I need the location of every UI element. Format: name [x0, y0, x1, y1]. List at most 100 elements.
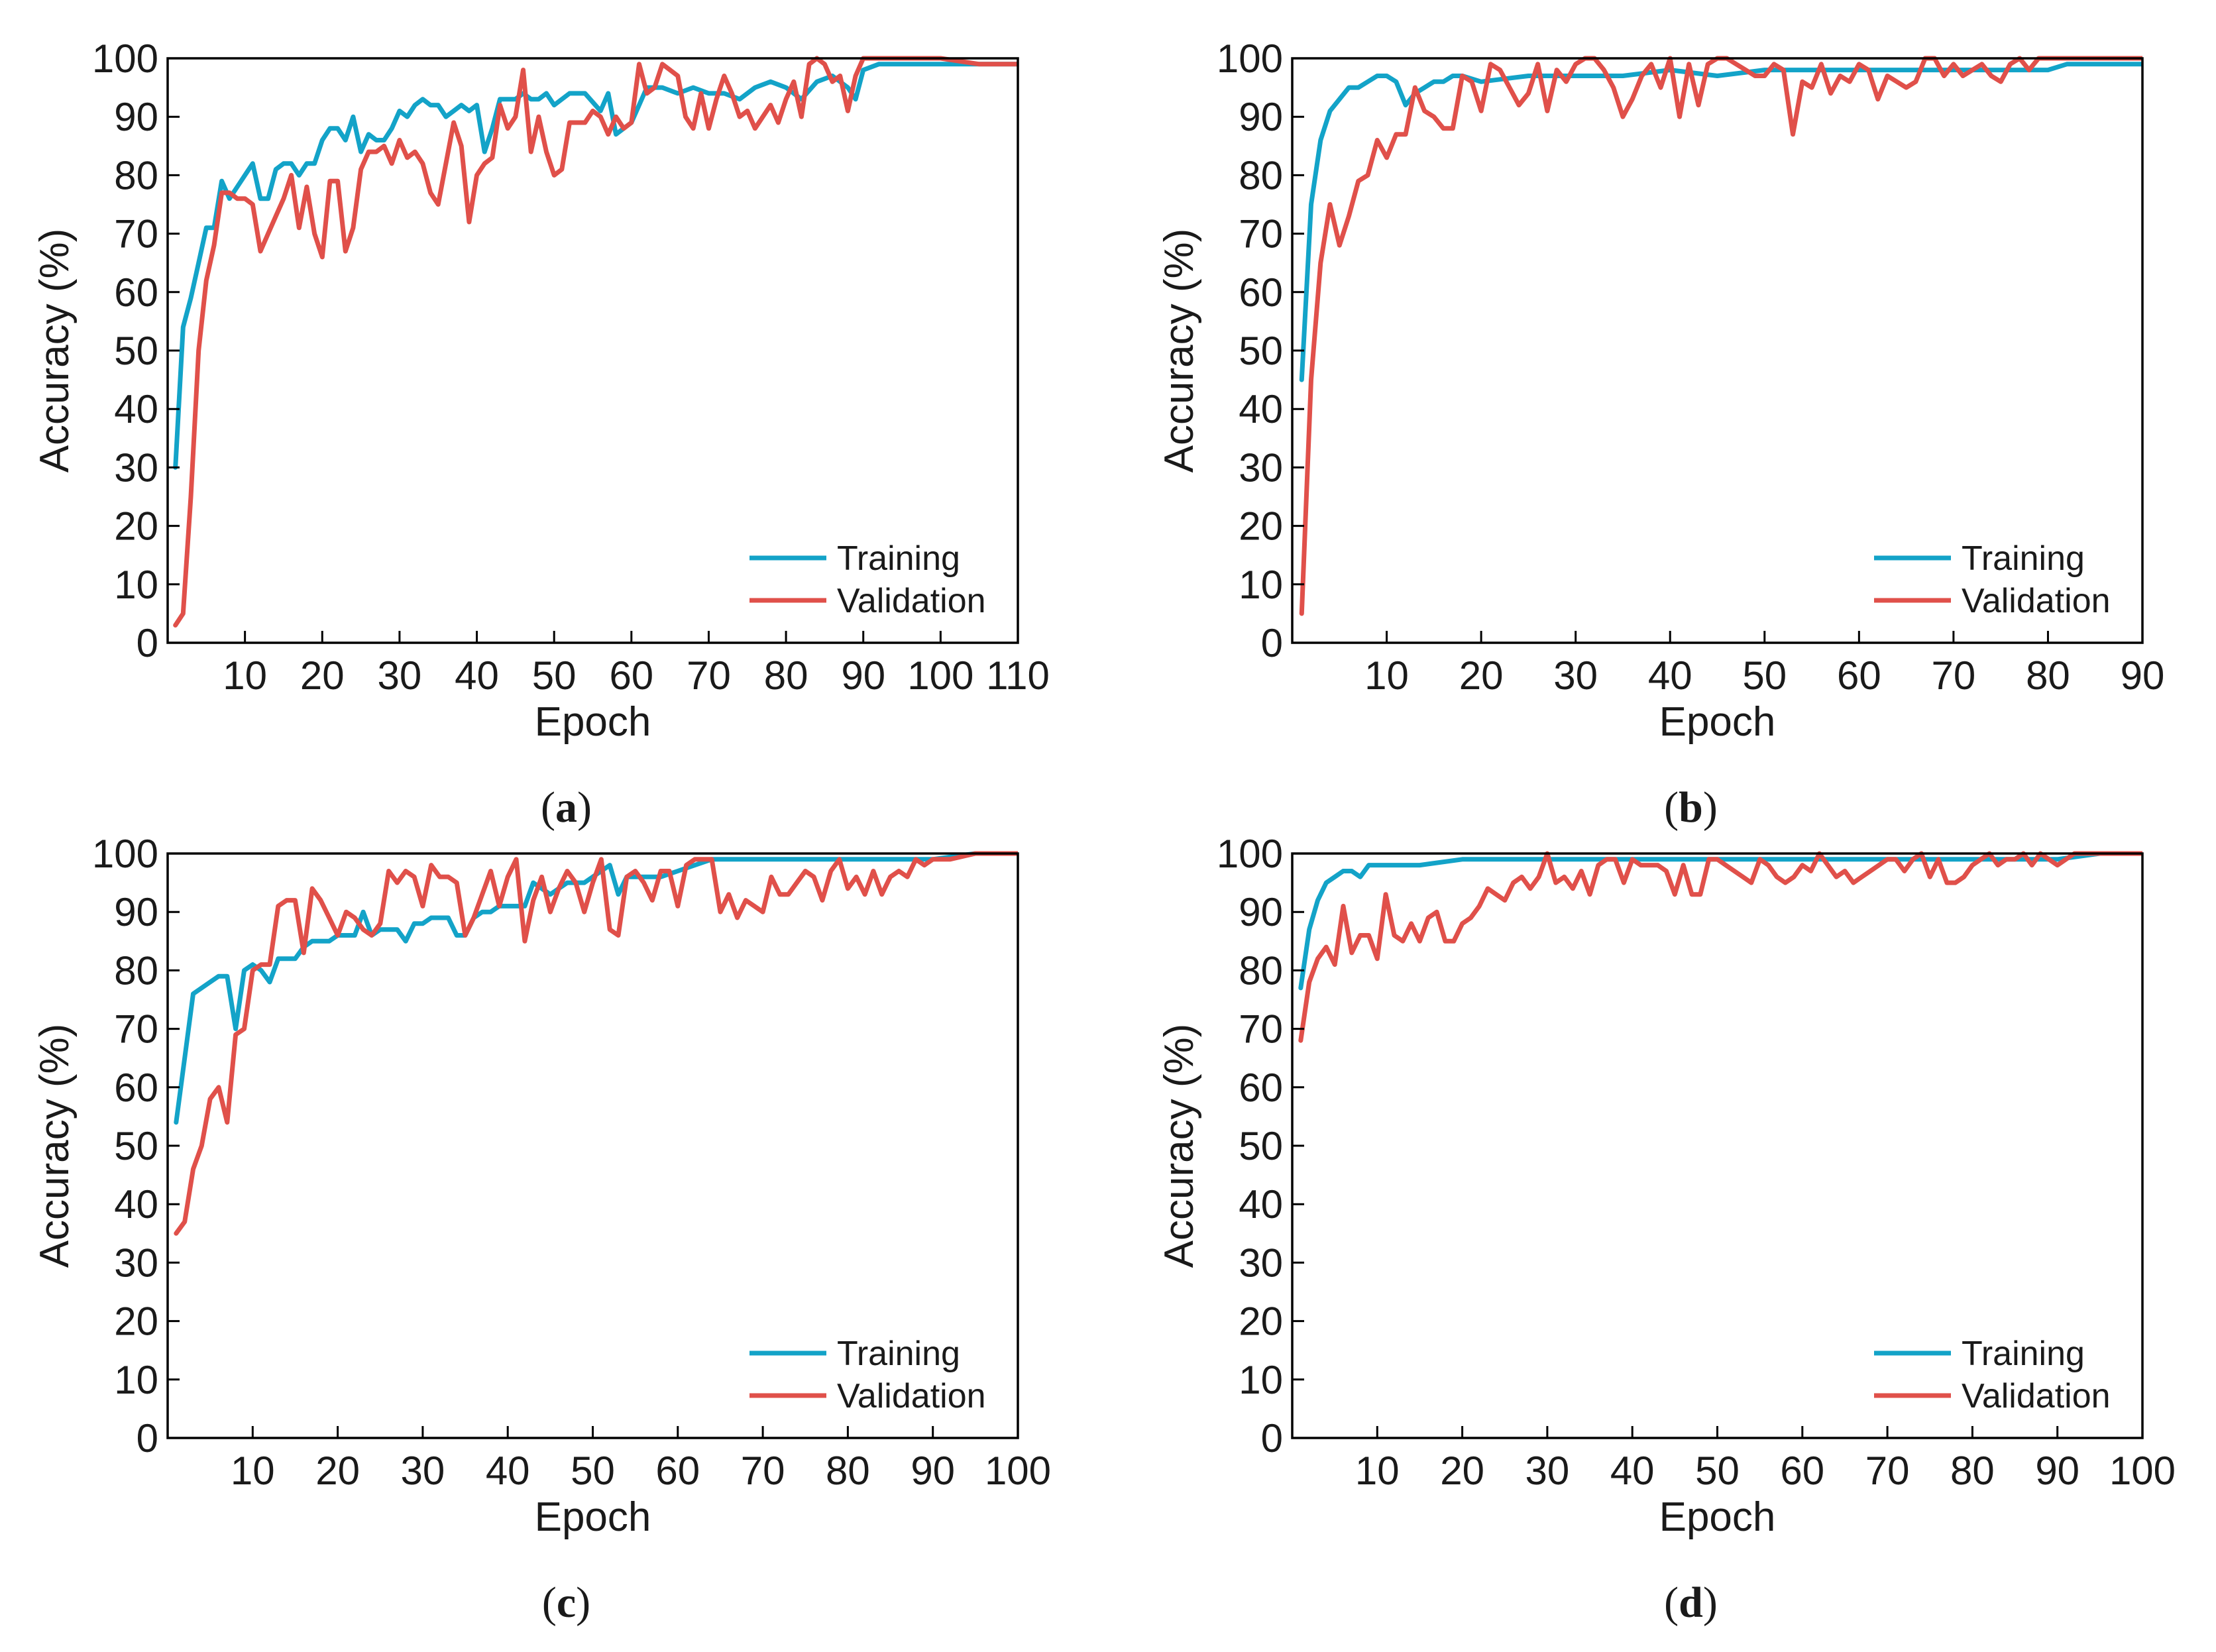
x-tick-label: 20 [300, 653, 345, 698]
panel-caption-letter: c [557, 1578, 576, 1627]
y-tick-label: 10 [114, 1358, 158, 1402]
x-tick-label: 10 [1364, 653, 1409, 698]
legend-label-training: Training [1962, 539, 2085, 578]
legend-label-training: Training [837, 539, 960, 578]
y-tick-label: 90 [1239, 890, 1283, 934]
x-tick-label: 20 [1440, 1449, 1484, 1493]
x-axis-title: Epoch [535, 1494, 651, 1540]
x-tick-label: 40 [455, 653, 499, 698]
x-tick-label: 100 [2109, 1449, 2176, 1493]
series-line-training [174, 851, 1018, 1125]
x-tick-label: 80 [826, 1449, 870, 1493]
y-tick-label: 10 [1239, 563, 1283, 607]
x-tick-label: 110 [986, 653, 1050, 698]
x-tick-label: 10 [223, 653, 267, 698]
x-tick-label: 90 [2121, 653, 2165, 698]
x-tick-label: 80 [1950, 1449, 1995, 1493]
x-tick-label: 30 [1525, 1449, 1570, 1493]
x-tick-label: 60 [1837, 653, 1881, 698]
x-tick-label: 60 [1780, 1449, 1824, 1493]
y-tick-label: 60 [1239, 270, 1283, 315]
y-axis-title: Accuracy (%) [1156, 1024, 1202, 1268]
y-tick-label: 0 [137, 621, 158, 665]
chart-panel-c: 0 10 20 30 40 50 60 70 80 90 100 10 20 30 40 50 60 70 80 90… [32, 832, 1051, 1627]
legend-label-validation: Validation [1962, 1377, 2111, 1415]
x-axis-title: Epoch [535, 699, 651, 745]
y-tick-label: 10 [1239, 1358, 1283, 1402]
y-tick-label: 10 [114, 563, 158, 607]
y-tick-label: 40 [114, 387, 158, 431]
x-tick-label: 90 [841, 653, 885, 698]
x-tick-label: 20 [315, 1449, 360, 1493]
legend: Training Validation [749, 539, 986, 620]
y-tick-label: 80 [114, 153, 158, 197]
panel-caption-letter: b [1679, 783, 1703, 832]
y-tick-label: 80 [114, 948, 158, 993]
y-tick-label: 0 [1261, 1416, 1283, 1460]
y-tick-label: 50 [114, 329, 158, 373]
y-tick-label: 20 [114, 1299, 158, 1344]
y-tick-label: 70 [114, 212, 158, 256]
y-tick-label: 0 [1261, 621, 1283, 665]
x-tick-label: 70 [687, 653, 731, 698]
y-tick-label: 40 [1239, 387, 1283, 431]
x-tick-label: 40 [1648, 653, 1692, 698]
y-tick-label: 30 [114, 1240, 158, 1285]
series-line-training [173, 62, 1018, 470]
series-line-validation [1298, 851, 2142, 1043]
y-tick-label: 20 [1239, 1299, 1283, 1344]
x-tick-label: 100 [985, 1449, 1051, 1493]
x-tick-label: 60 [609, 653, 653, 698]
x-tick-label: 20 [1459, 653, 1504, 698]
panel-caption: (a) [541, 783, 592, 832]
chart-panel-a: 0 10 20 30 40 50 60 70 80 90 100 10 20 30 40 50 60 70 80 90… [32, 36, 1050, 832]
y-tick-label: 70 [1239, 1007, 1283, 1052]
x-tick-label: 60 [655, 1449, 700, 1493]
x-tick-label: 70 [1932, 653, 1976, 698]
y-tick-label: 50 [1239, 1124, 1283, 1168]
legend-label-validation: Validation [837, 582, 986, 620]
y-tick-label: 80 [1239, 153, 1283, 197]
x-tick-label: 50 [532, 653, 577, 698]
x-tick-label: 80 [2026, 653, 2070, 698]
series-line-validation [174, 851, 1018, 1236]
panel-caption-letter: a [555, 783, 577, 832]
y-tick-label: 60 [114, 270, 158, 315]
legend-label-training: Training [1962, 1335, 2085, 1373]
x-tick-label: 10 [231, 1449, 275, 1493]
panel-caption: (b) [1664, 783, 1718, 832]
series-line-validation [173, 56, 1018, 628]
y-tick-label: 30 [1239, 1240, 1283, 1285]
legend-label-training: Training [837, 1335, 960, 1373]
y-tick-label: 20 [114, 504, 158, 549]
y-tick-label: 80 [1239, 948, 1283, 993]
x-tick-label: 40 [1610, 1449, 1655, 1493]
x-tick-label: 30 [378, 653, 422, 698]
y-tick-label: 20 [1239, 504, 1283, 549]
x-tick-label: 70 [741, 1449, 785, 1493]
y-tick-label: 100 [92, 832, 158, 876]
y-tick-label: 70 [1239, 212, 1283, 256]
chart-panel-b: 0 10 20 30 40 50 60 70 80 90 100 10 20 30 40 50 60 70 80 90… [1156, 36, 2164, 832]
y-tick-label: 90 [114, 890, 158, 934]
y-tick-label: 70 [114, 1007, 158, 1052]
panel-caption: (d) [1664, 1578, 1718, 1627]
x-tick-label: 50 [1695, 1449, 1740, 1493]
x-tick-label: 70 [1865, 1449, 1910, 1493]
legend: Training Validation [749, 1335, 986, 1415]
chart-panel-d: 0 10 20 30 40 50 60 70 80 90 100 10 20 30 40 50 60 70 80 90… [1156, 832, 2176, 1627]
y-tick-label: 40 [1239, 1182, 1283, 1227]
x-tick-label: 50 [1742, 653, 1787, 698]
x-tick-label: 100 [907, 653, 973, 698]
x-tick-label: 10 [1355, 1449, 1400, 1493]
y-tick-label: 100 [1217, 832, 1283, 876]
x-tick-label: 30 [401, 1449, 445, 1493]
y-tick-label: 50 [114, 1124, 158, 1168]
x-tick-label: 90 [2035, 1449, 2079, 1493]
y-axis-title: Accuracy (%) [1156, 229, 1202, 473]
x-tick-label: 30 [1553, 653, 1598, 698]
panel-caption: (c) [542, 1578, 590, 1627]
panel-caption-letter: d [1679, 1578, 1703, 1627]
y-tick-label: 90 [114, 95, 158, 139]
y-axis-title: Accuracy (%) [32, 229, 78, 473]
